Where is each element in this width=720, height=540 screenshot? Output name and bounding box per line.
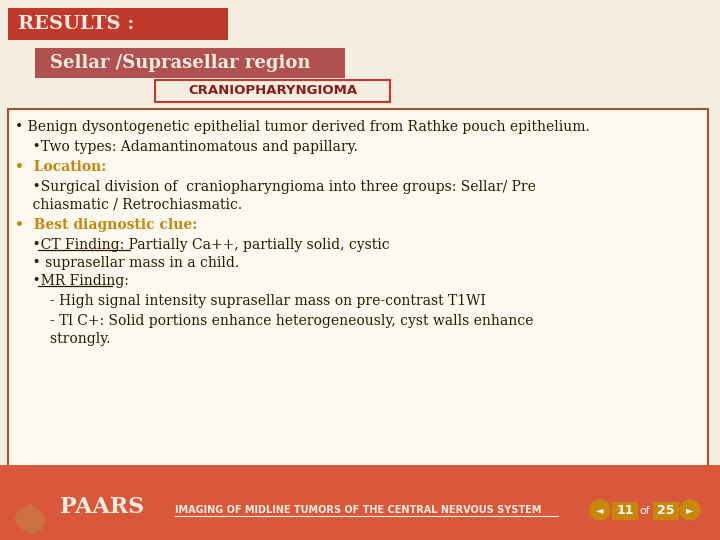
Text: ◄: ◄ bbox=[596, 505, 604, 515]
Text: of: of bbox=[639, 506, 650, 516]
FancyBboxPatch shape bbox=[8, 8, 228, 40]
Text: •Two types: Adamantinomatous and papillary.: •Two types: Adamantinomatous and papilla… bbox=[15, 140, 358, 154]
FancyBboxPatch shape bbox=[35, 48, 345, 78]
FancyBboxPatch shape bbox=[155, 80, 390, 102]
Text: PAARS: PAARS bbox=[60, 496, 144, 518]
Text: •  Location:: • Location: bbox=[15, 160, 107, 174]
Circle shape bbox=[680, 500, 700, 520]
Text: 11: 11 bbox=[616, 504, 634, 517]
Text: •  Best diagnostic clue:: • Best diagnostic clue: bbox=[15, 218, 197, 232]
Text: - Tl C+: Solid portions enhance heterogeneously, cyst walls enhance: - Tl C+: Solid portions enhance heteroge… bbox=[15, 314, 534, 328]
Circle shape bbox=[590, 500, 610, 520]
FancyBboxPatch shape bbox=[612, 502, 638, 520]
Text: 25: 25 bbox=[657, 504, 675, 517]
Text: • suprasellar mass in a child.: • suprasellar mass in a child. bbox=[15, 256, 239, 270]
FancyBboxPatch shape bbox=[8, 109, 708, 485]
Text: • Benign dysontogenetic epithelial tumor derived from Rathke pouch epithelium.: • Benign dysontogenetic epithelial tumor… bbox=[15, 120, 590, 134]
Text: - High signal intensity suprasellar mass on pre-contrast T1WI: - High signal intensity suprasellar mass… bbox=[15, 294, 486, 308]
Polygon shape bbox=[14, 504, 46, 534]
Text: CRANIOPHARYNGIOMA: CRANIOPHARYNGIOMA bbox=[188, 84, 357, 98]
Text: ►: ► bbox=[686, 505, 694, 515]
FancyBboxPatch shape bbox=[653, 502, 679, 520]
Text: Sellar /Suprasellar region: Sellar /Suprasellar region bbox=[50, 54, 310, 72]
Text: strongly.: strongly. bbox=[15, 332, 110, 346]
Text: RESULTS :: RESULTS : bbox=[18, 15, 135, 33]
Text: IMAGING OF MIDLINE TUMORS OF THE CENTRAL NERVOUS SYSTEM: IMAGING OF MIDLINE TUMORS OF THE CENTRAL… bbox=[175, 505, 541, 515]
Text: chiasmatic / Retrochiasmatic.: chiasmatic / Retrochiasmatic. bbox=[15, 198, 242, 212]
FancyBboxPatch shape bbox=[0, 465, 720, 540]
Text: •CT Finding: Partially Ca++, partially solid, cystic: •CT Finding: Partially Ca++, partially s… bbox=[15, 238, 390, 252]
Text: •MR Finding:: •MR Finding: bbox=[15, 274, 129, 288]
Text: •Surgical division of  craniopharyngioma into three groups: Sellar/ Pre: •Surgical division of craniopharyngioma … bbox=[15, 180, 536, 194]
